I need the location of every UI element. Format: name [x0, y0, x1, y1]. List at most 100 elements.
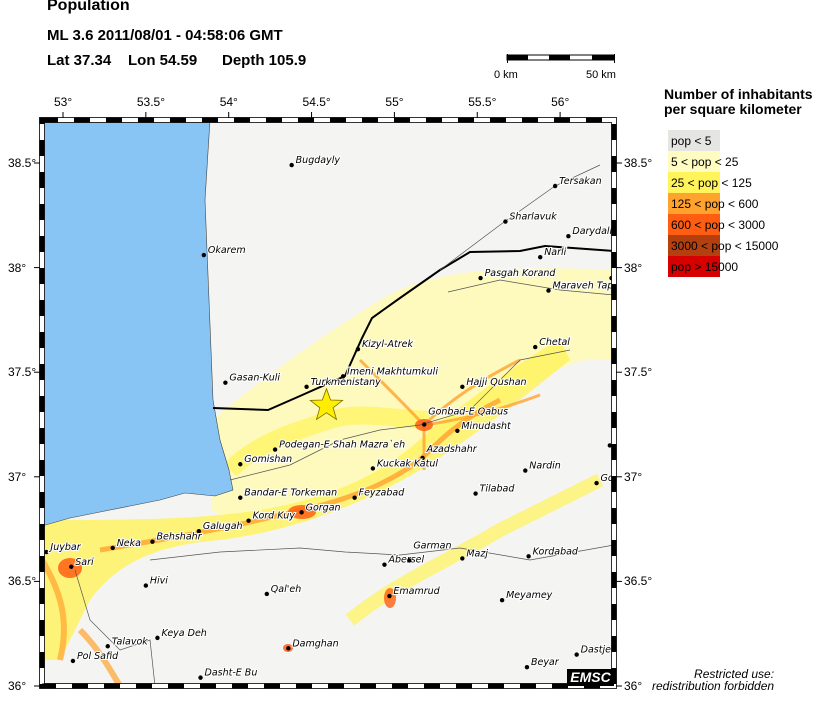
city-marker[interactable]: Meyamey [499, 589, 554, 603]
city-marker[interactable]: Sari [69, 556, 95, 569]
city-marker[interactable]: Pol Safid [70, 650, 120, 664]
city-marker[interactable]: Qal'eh [264, 583, 302, 597]
city-marker[interactable]: Keya Deh [155, 627, 208, 641]
city-dot-icon [607, 443, 613, 448]
city-label: Dastjer [581, 645, 616, 656]
city-marker[interactable]: Turkmenistany [304, 376, 382, 390]
city-dot-icon [473, 491, 478, 496]
city-marker[interactable]: Minudasht [455, 420, 513, 433]
city-marker[interactable]: Damghan [286, 637, 340, 651]
city-dot-icon [460, 384, 465, 390]
scale-end: 50 km [586, 69, 616, 81]
city-dot-icon [546, 288, 551, 293]
city-marker[interactable]: Gomishan [238, 453, 293, 467]
legend-swatch [668, 193, 720, 214]
city-marker[interactable]: Maraveh Tap [546, 280, 614, 293]
city-marker[interactable]: Okarem [201, 244, 247, 258]
city-label: Keya Deh [161, 628, 206, 639]
legend-item: 600 < pop < 3000 [668, 214, 818, 235]
province-boundaries [74, 164, 614, 686]
city-marker[interactable]: Bugdayly [289, 154, 341, 168]
city-marker[interactable]: Tilabad [473, 483, 516, 496]
city-dot-icon [299, 510, 304, 515]
city-marker[interactable]: Garman [407, 539, 453, 563]
city-label: Bandar-E Torkeman [244, 488, 337, 499]
city-marker[interactable]: Gasan-Kuli [223, 372, 281, 385]
scale-bar-graphic [506, 54, 615, 63]
legend-swatch [668, 256, 720, 277]
city-dot-icon [594, 480, 599, 486]
city-marker[interactable]: Kizyl-Atrek [355, 338, 414, 352]
city-marker[interactable]: Tersakan [552, 175, 603, 189]
city-marker[interactable]: Narli [538, 246, 568, 260]
lat-tick-label: 36.5° [624, 574, 653, 589]
city-marker[interactable]: Abersel [382, 554, 426, 567]
city-marker[interactable]: Emamrud [387, 585, 442, 599]
emsc-logo: EMSC [567, 669, 614, 686]
map-frame [39, 117, 617, 689]
city-marker[interactable]: Juybar [44, 541, 83, 555]
city-marker[interactable]: Dasht-E Bu [198, 667, 258, 680]
city-marker[interactable]: Hajji Qushan [460, 376, 528, 390]
city-dot-icon [155, 635, 160, 641]
map-title: Population [47, 0, 130, 14]
legend-label: 3000 < pop < 15000 [671, 239, 779, 253]
city-label: Galugah [203, 521, 243, 532]
city-dot-icon [387, 593, 392, 599]
lat-tick-label: 37.5° [624, 365, 653, 380]
legend-swatch [668, 172, 720, 193]
city-marker[interactable]: Imeni Makhtumkuli [340, 365, 439, 379]
lon-tick-label: 53.5° [136, 95, 165, 109]
city-label: Mazj [466, 548, 488, 559]
epicenter-star-icon[interactable] [309, 387, 344, 421]
city-marker[interactable]: Behshahr [150, 531, 204, 544]
city-marker[interactable]: Chetal [533, 336, 571, 350]
city-marker[interactable]: Bandar-E Torkeman [238, 487, 338, 500]
city-dot-icon [289, 162, 294, 168]
city-marker[interactable]: Sharlavuk [503, 211, 558, 224]
city-label: Meyamey [506, 590, 553, 601]
city-marker[interactable]: Kordabad [526, 545, 580, 559]
lon-tick-label: 55.5° [468, 95, 497, 109]
city-dot-icon [407, 558, 412, 563]
city-marker[interactable]: Feyzabad [352, 487, 406, 500]
city-dot-icon [44, 549, 49, 555]
city-marker[interactable]: Nardin [523, 460, 562, 473]
city-marker[interactable]: Neka [110, 537, 142, 551]
city-label: Chetal [539, 337, 570, 348]
legend-label: pop > 15000 [671, 260, 739, 274]
city-marker[interactable]: Dastjer [574, 644, 616, 657]
lon-tick-label: 56° [551, 95, 570, 109]
event-depth: Depth 105.9 [222, 52, 307, 69]
legend-item: pop < 5 [668, 130, 818, 151]
lat-tick-label: 38.5° [624, 156, 653, 170]
city-marker[interactable]: Galugah [196, 520, 244, 534]
city-marker[interactable]: Talavok [105, 635, 149, 649]
city-marker[interactable]: Kord Kuy [246, 510, 296, 523]
city-marker[interactable]: Mazj [460, 547, 489, 561]
city-dot-icon [552, 183, 558, 189]
city-label: Juybar [48, 542, 81, 553]
city-dot-icon [196, 528, 202, 534]
city-dot-icon [238, 462, 243, 467]
city-marker[interactable]: Go [594, 472, 614, 486]
city-marker[interactable]: Kuckak Katul [370, 457, 439, 471]
city-marker[interactable]: Beyar [524, 656, 561, 670]
city-dot-icon [538, 254, 543, 260]
city-marker[interactable]: Azadshahr [420, 443, 479, 461]
city-label: Kizyl-Atrek [362, 339, 414, 350]
lat-tick-label: 37° [8, 469, 27, 484]
city-marker[interactable]: Gonbad-E Qabus [422, 406, 509, 427]
lat-tick-label: 36.5° [8, 574, 37, 589]
city-dot-icon [420, 455, 425, 461]
city-marker[interactable]: Hivi [143, 575, 169, 588]
city-marker[interactable]: Darydali [566, 225, 614, 239]
city-marker[interactable]: Podegan-E Shah Mazra`eh [272, 439, 406, 452]
city-label: Damghan [292, 638, 338, 649]
city-marker[interactable]: Gorgan [299, 501, 342, 515]
city-marker[interactable]: Pasgah Korand [478, 267, 557, 281]
city-dot-icon [370, 466, 376, 471]
city-label: Emamrud [393, 586, 440, 597]
event-lon: Lon 54.59 [128, 52, 198, 69]
